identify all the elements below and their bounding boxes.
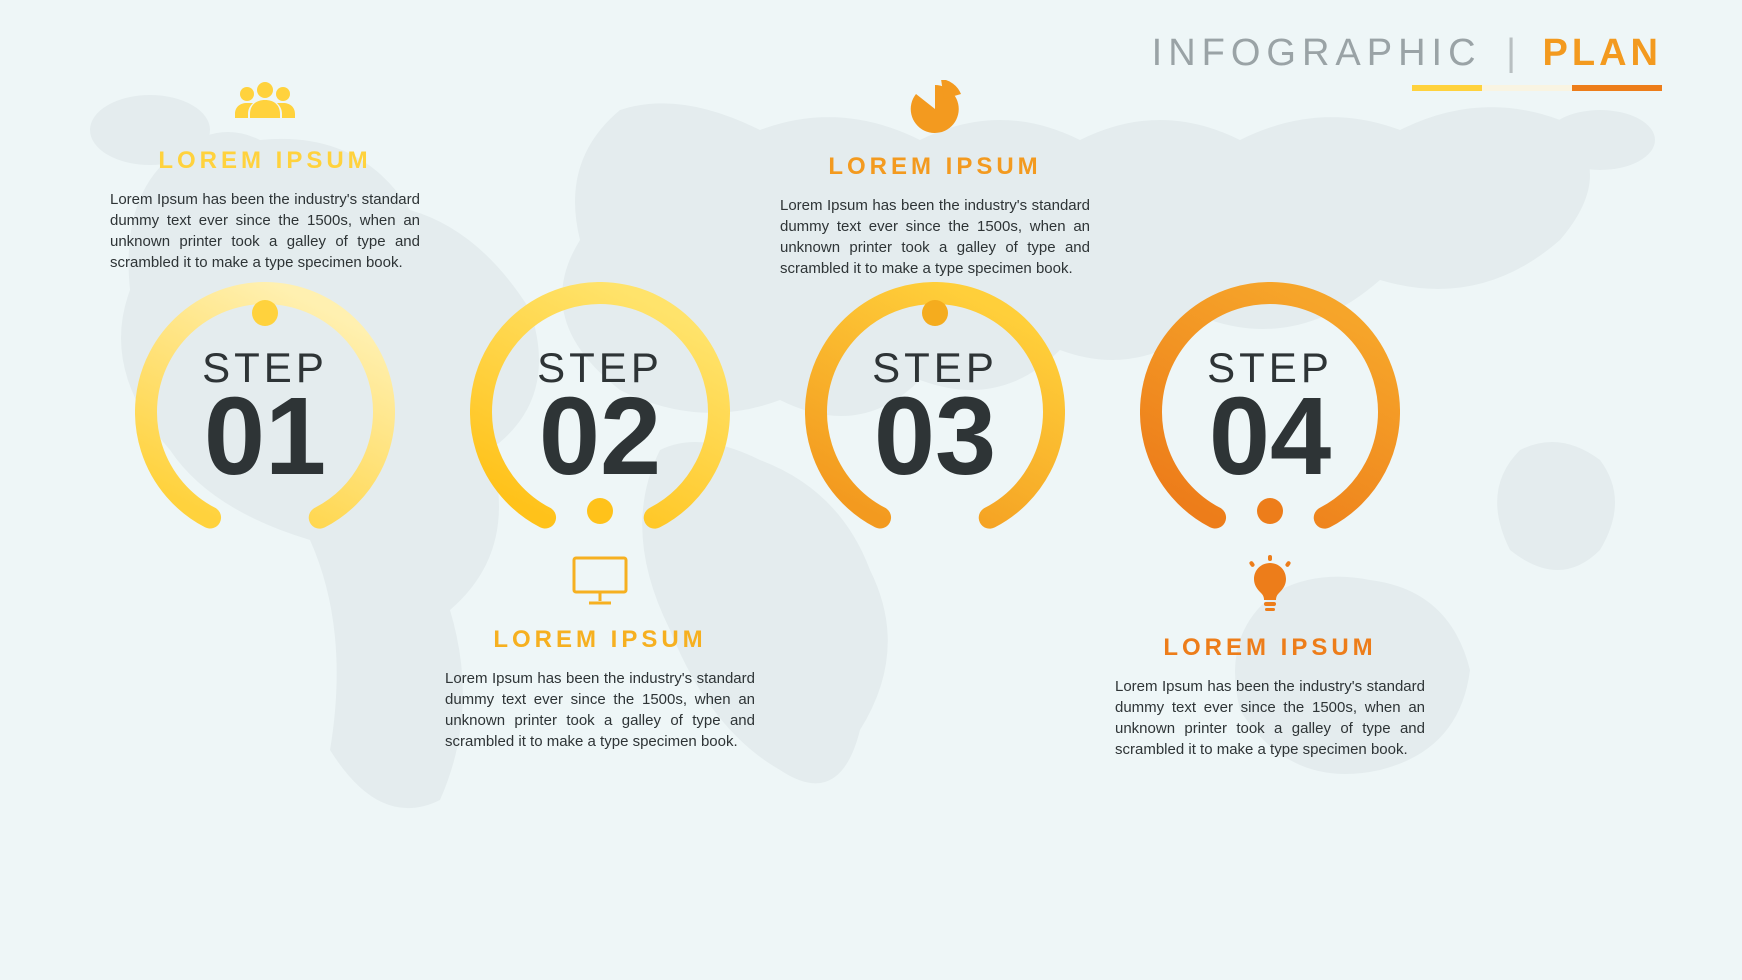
step-title: LOREM IPSUM	[110, 147, 420, 175]
header-separator: |	[1506, 32, 1518, 74]
connector-dot	[252, 300, 278, 326]
step-number: 03	[805, 382, 1065, 492]
connector-dot	[587, 498, 613, 524]
people-icon	[110, 80, 420, 133]
step-title: LOREM IPSUM	[445, 626, 755, 654]
header-left: INFOGRAPHIC	[1152, 32, 1482, 74]
header-right: PLAN	[1543, 32, 1662, 74]
step-body: Lorem Ipsum has been the industry's stan…	[780, 195, 1090, 279]
monitor-icon	[445, 555, 755, 612]
step-body: Lorem Ipsum has been the industry's stan…	[1115, 676, 1425, 760]
step-number: 01	[135, 382, 395, 492]
header: INFOGRAPHIC | PLAN	[1152, 32, 1662, 91]
step-content-01: LOREM IPSUM Lorem Ipsum has been the ind…	[110, 80, 420, 273]
step-content-04: LOREM IPSUM Lorem Ipsum has been the ind…	[1115, 555, 1425, 760]
pie-icon	[780, 80, 1090, 139]
step-ring-02: STEP 02	[430, 282, 770, 542]
connector-dot	[922, 300, 948, 326]
step-body: Lorem Ipsum has been the industry's stan…	[110, 189, 420, 273]
step-body: Lorem Ipsum has been the industry's stan…	[445, 668, 755, 752]
infographic-canvas: INFOGRAPHIC | PLAN STEP 01 LOREM IPSUM	[0, 0, 1742, 980]
step-title: LOREM IPSUM	[1115, 634, 1425, 662]
step-content-03: LOREM IPSUM Lorem Ipsum has been the ind…	[780, 80, 1090, 279]
step-ring-03: STEP 03	[765, 282, 1105, 542]
step-content-02: LOREM IPSUM Lorem Ipsum has been the ind…	[445, 555, 755, 752]
header-title: INFOGRAPHIC | PLAN	[1152, 32, 1662, 75]
step-number: 04	[1140, 382, 1400, 492]
step-ring-04: STEP 04	[1100, 282, 1440, 542]
connector-dot	[1257, 498, 1283, 524]
bulb-icon	[1115, 555, 1425, 620]
step-title: LOREM IPSUM	[780, 153, 1090, 181]
step-number: 02	[470, 382, 730, 492]
header-underline	[1412, 85, 1662, 91]
step-ring-01: STEP 01	[95, 282, 435, 542]
